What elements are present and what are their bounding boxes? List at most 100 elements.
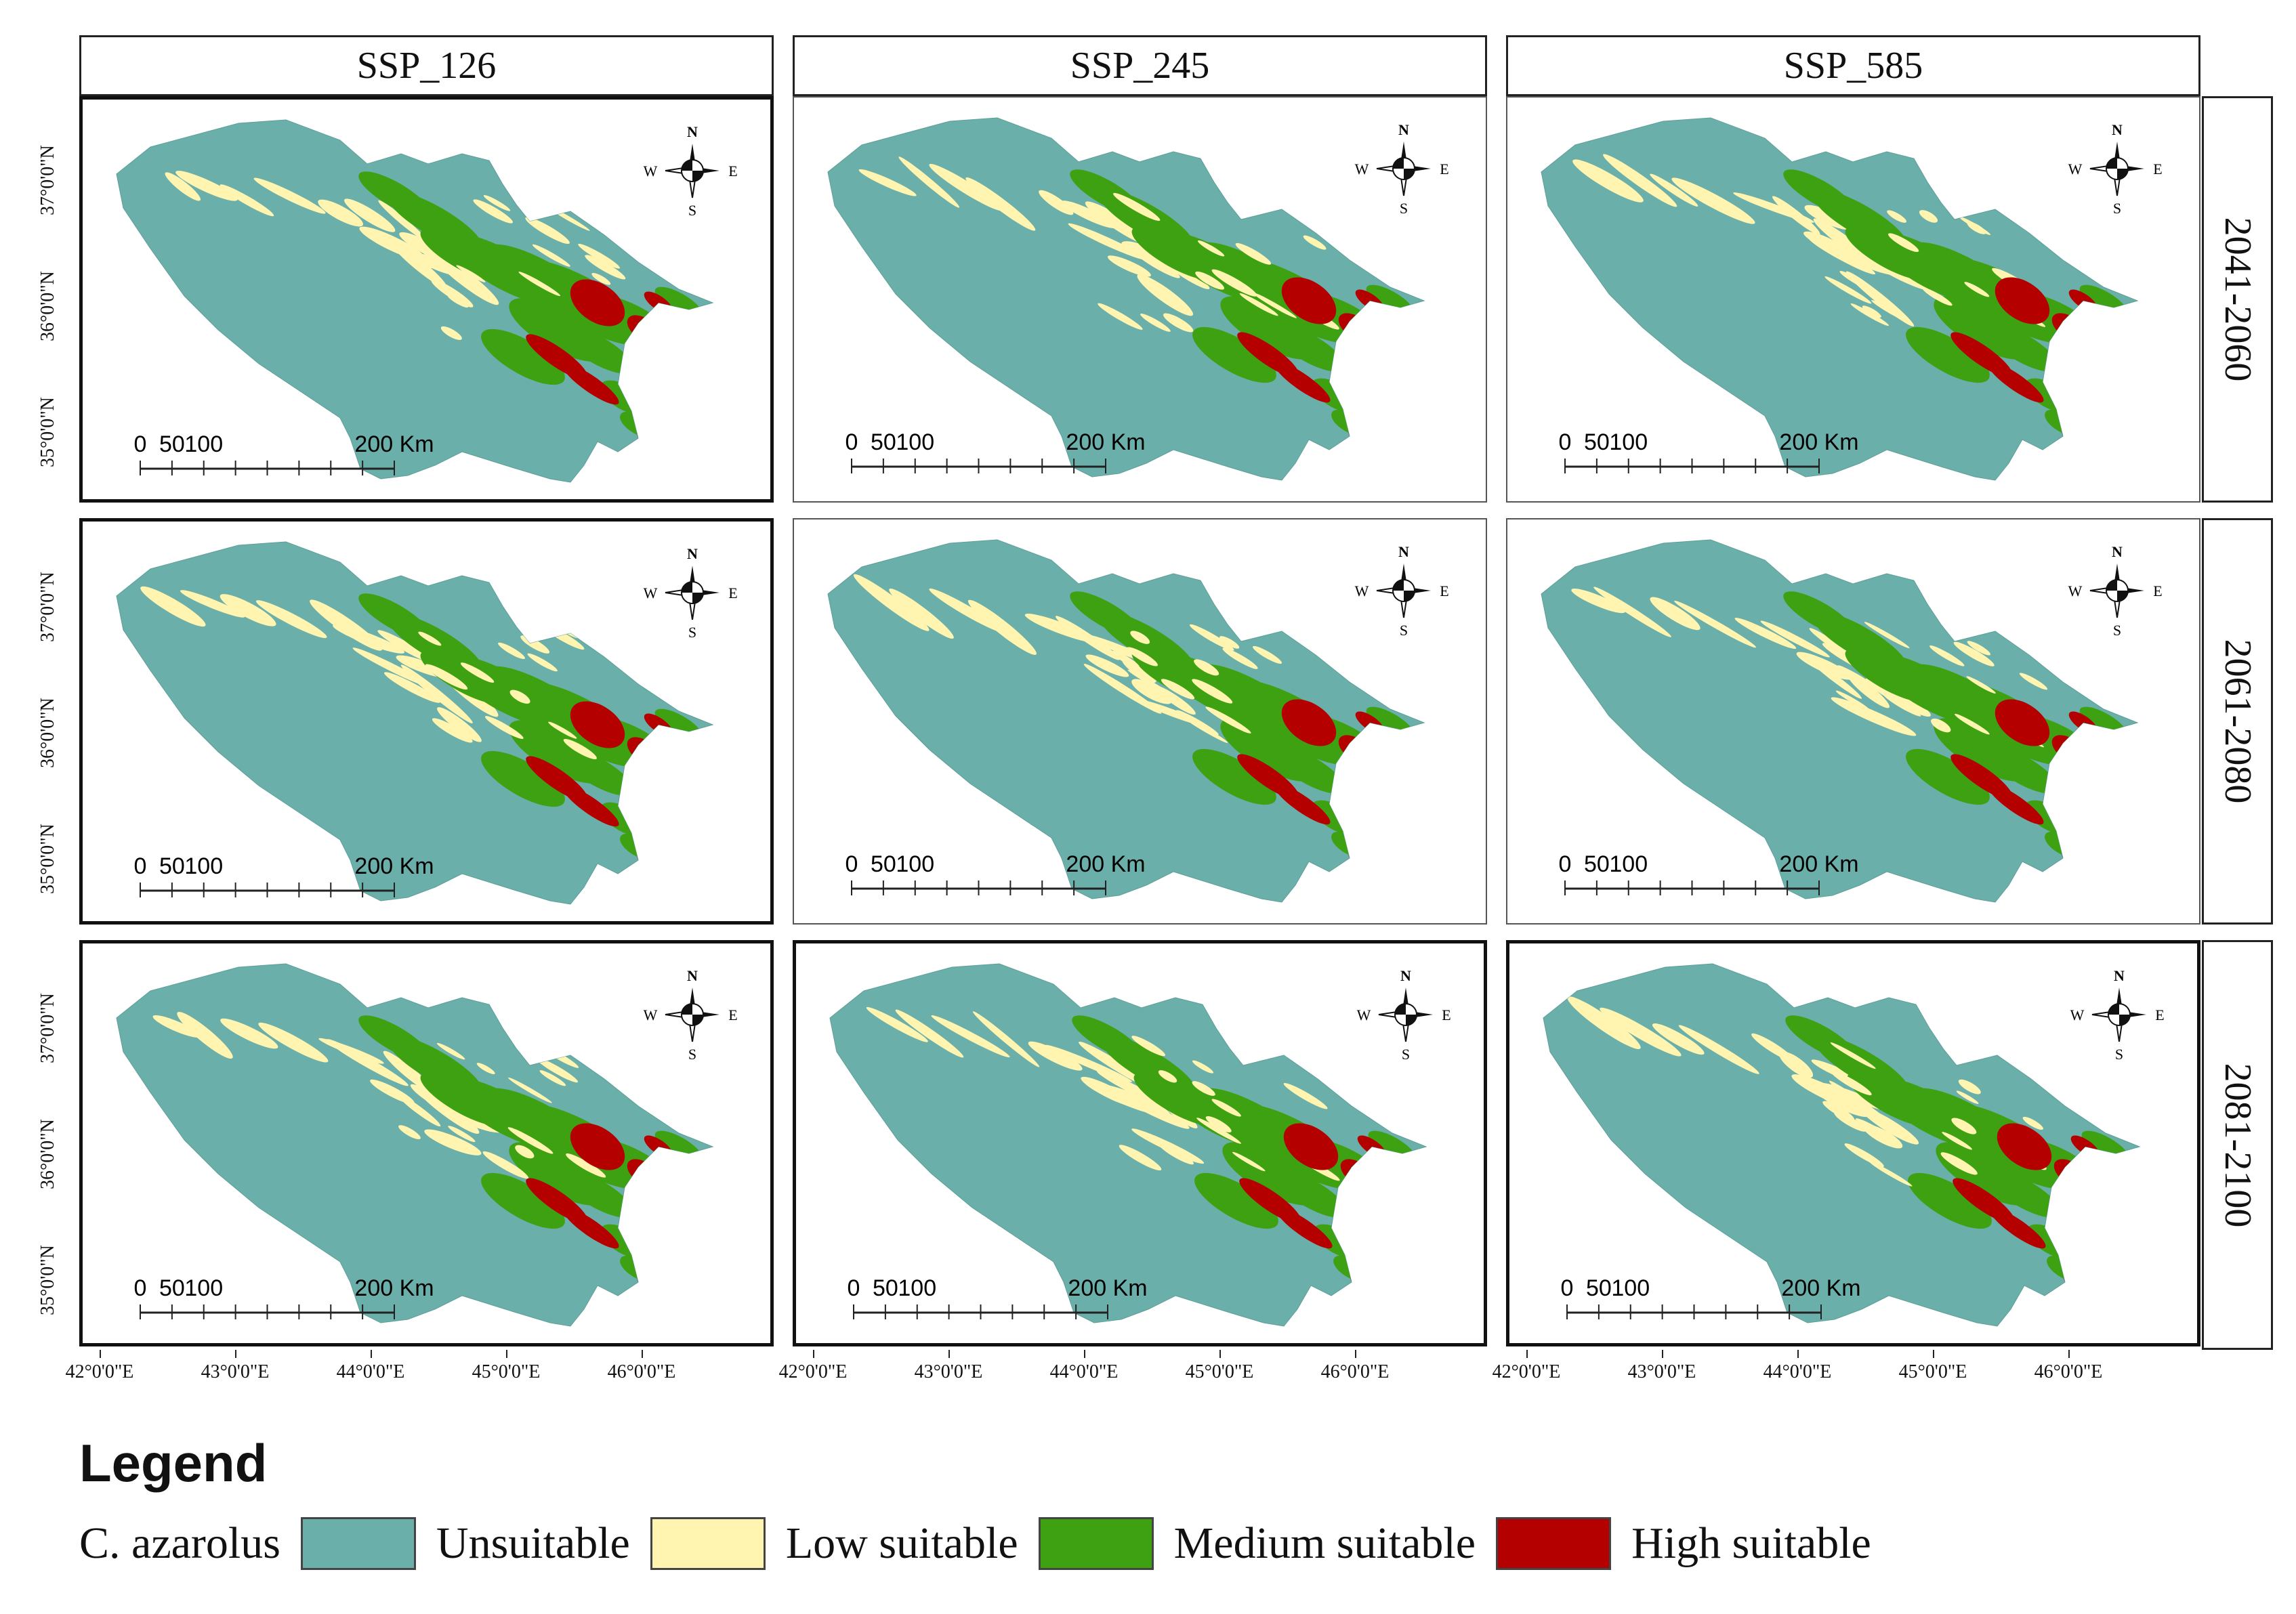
region-map (827, 539, 1425, 903)
low-suitable-patch (398, 1125, 421, 1140)
lon-tick (642, 1350, 643, 1358)
high-suitable-patch (1995, 277, 2050, 324)
low-suitable-patch (1161, 679, 1195, 700)
compass-s-label: S (688, 624, 696, 641)
scale-bar-label: 50 (873, 1275, 898, 1301)
low-suitable-patch (476, 1063, 495, 1075)
low-suitable-patch (378, 200, 427, 241)
low-suitable-patch (539, 1070, 566, 1086)
low-suitable-patch (566, 1153, 606, 1178)
lon-tick (371, 1350, 372, 1358)
low-suitable-patch (578, 243, 621, 269)
low-suitable-patch (1567, 996, 1641, 1049)
legend-title: Legend (79, 1433, 268, 1493)
low-suitable-patch (508, 1077, 552, 1103)
low-suitable-patch (165, 172, 201, 201)
north-arrow-icon: N S E W (644, 545, 738, 641)
scale-bar-label: 200 Km (354, 853, 434, 879)
low-suitable-patch (1803, 231, 1845, 253)
lon-tick (1526, 1350, 1528, 1358)
north-arrow-icon: N S E W (2068, 121, 2163, 217)
lat-label-36: 36°0'0"N (37, 698, 58, 768)
lat-label-35: 35°0'0"N (37, 824, 58, 894)
low-suitable-patch (1131, 1036, 1166, 1057)
low-suitable-patch (1650, 173, 1698, 207)
scale-bar-label: 100 (184, 853, 223, 879)
compass-n-label: N (1398, 543, 1409, 560)
medium-suitable-patch (1273, 746, 1345, 794)
column-header-ssp245: SSP_245 (793, 35, 1487, 96)
low-suitable-patch (1222, 647, 1258, 669)
high-suitable-patch (1348, 421, 1364, 438)
region-map (116, 119, 714, 483)
low-suitable-patch (384, 672, 440, 703)
low-suitable-patch (1159, 1143, 1194, 1165)
scale-bar-label: 0 (846, 851, 858, 877)
low-suitable-patch (1678, 1025, 1759, 1074)
low-suitable-patch (1107, 255, 1151, 277)
low-suitable-patch (255, 600, 327, 639)
low-suitable-patch (1163, 313, 1194, 333)
low-suitable-patch (436, 1042, 465, 1060)
low-suitable-patch (1194, 659, 1219, 676)
low-suitable-patch (1831, 697, 1917, 736)
medium-suitable-patch (1986, 746, 2058, 794)
lon-label: 42°0'0"E (1492, 1361, 1561, 1382)
medium-suitable-patch (1906, 326, 1990, 383)
low-suitable-patch (1734, 618, 1797, 650)
map-panel: N S E W 0 50 100 200 Km (1506, 96, 2200, 503)
low-suitable-patch (425, 664, 468, 690)
low-suitable-patch (440, 326, 462, 340)
low-suitable-patch (1931, 718, 1951, 733)
medium-suitable-patch (1194, 1172, 1278, 1229)
scale-bar-label: 200 Km (354, 1275, 434, 1301)
low-suitable-patch (972, 1011, 1040, 1067)
scale-bar: 0 50 100 200 Km (846, 851, 1146, 895)
map-panel: N S E W 0 50 100 200 Km (79, 518, 774, 925)
low-suitable-patch (2019, 673, 2048, 690)
lat-label-36: 36°0'0"N (37, 1119, 58, 1189)
scale-bar-label: 200 Km (354, 431, 434, 457)
lon-label: 45°0'0"E (472, 1361, 541, 1382)
low-suitable-patch (1830, 1042, 1876, 1069)
lon-tick (2068, 1350, 2070, 1358)
lon-tick (1933, 1350, 1934, 1358)
low-suitable-patch (563, 738, 597, 760)
high-suitable-patch (570, 279, 625, 326)
low-suitable-patch (258, 1022, 329, 1063)
low-suitable-patch (1112, 1090, 1135, 1105)
low-suitable-patch (1593, 587, 1671, 637)
compass-w-label: W (1355, 161, 1369, 177)
low-suitable-patch (1848, 674, 1890, 708)
compass-e-label: E (1440, 161, 1448, 177)
lon-tick (1219, 1350, 1221, 1358)
low-suitable-patch (1085, 654, 1129, 677)
map-panel: N S E W 0 50 100 200 Km (1506, 518, 2200, 925)
scale-bar-label: 100 (184, 431, 223, 457)
suitability-map: N S E W 0 50 100 200 Km (829, 963, 1451, 1327)
high-suitable-patch (2062, 843, 2078, 860)
low-suitable-patch (152, 1015, 201, 1038)
legend-label-low: Low suitable (785, 1519, 1018, 1568)
lon-label: 42°0'0"E (65, 1361, 134, 1382)
compass-w-label: W (644, 163, 658, 179)
high-suitable-patch (562, 363, 619, 405)
low-suitable-patch (1192, 679, 1233, 704)
compass-w-label: W (1357, 1006, 1371, 1023)
scale-bar-label: 100 (896, 851, 934, 877)
low-suitable-patch (1844, 1143, 1884, 1168)
lon-tick (235, 1350, 236, 1358)
low-suitable-patch (1951, 1118, 1977, 1134)
compass-s-label: S (1402, 1046, 1410, 1063)
low-suitable-patch (866, 1006, 928, 1042)
north-arrow-icon: N S E W (2070, 967, 2165, 1063)
legend-swatch-low (650, 1517, 766, 1570)
high-suitable-patch (1995, 699, 2050, 746)
low-suitable-patch (509, 689, 530, 704)
medium-suitable-patch (1988, 1170, 2060, 1218)
low-suitable-patch (220, 184, 274, 217)
high-suitable-patch (637, 845, 653, 862)
north-arrow-icon: N S E W (644, 967, 738, 1063)
low-suitable-patch (1061, 200, 1116, 228)
low-suitable-patch (175, 171, 238, 201)
